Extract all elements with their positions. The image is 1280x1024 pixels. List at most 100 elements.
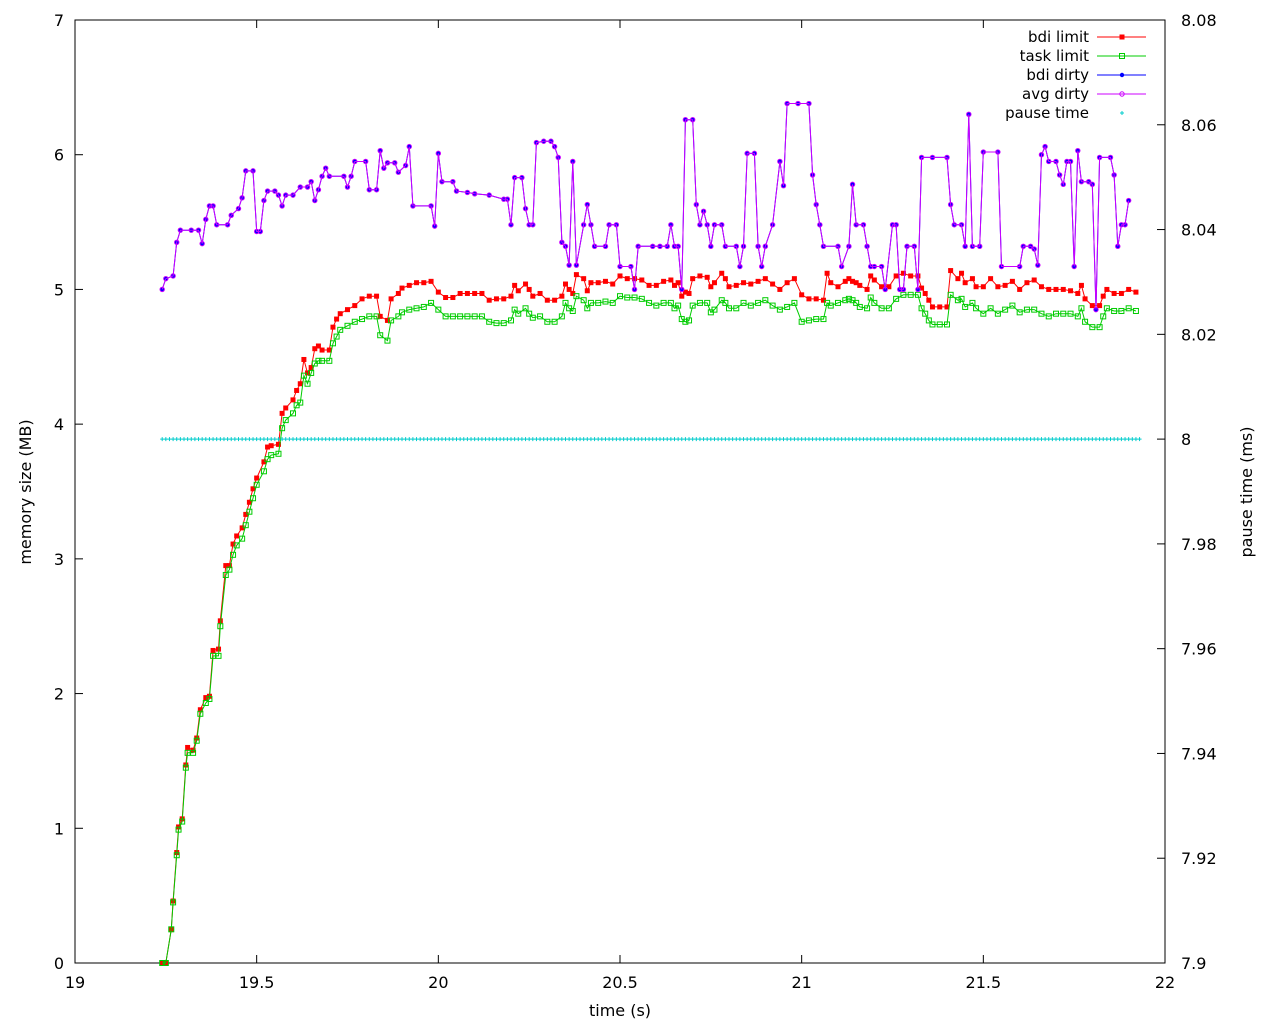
data-point xyxy=(1057,437,1062,442)
data-point xyxy=(160,437,165,442)
data-point xyxy=(1023,306,1030,313)
data-point xyxy=(399,285,405,291)
data-point xyxy=(737,437,742,442)
data-point xyxy=(206,695,213,702)
data-point xyxy=(747,302,754,309)
data-point xyxy=(617,273,623,279)
data-point xyxy=(374,293,380,299)
data-point xyxy=(1017,286,1023,292)
data-point xyxy=(421,437,426,442)
data-point xyxy=(798,318,805,325)
data-point xyxy=(947,201,954,208)
data-point xyxy=(414,280,420,286)
data-point xyxy=(1111,307,1118,314)
data-point xyxy=(744,150,750,157)
data-point xyxy=(327,437,332,442)
data-point xyxy=(178,437,183,442)
data-point xyxy=(1043,437,1048,442)
data-point xyxy=(301,356,307,362)
data-point xyxy=(1038,310,1045,317)
data-point xyxy=(687,437,692,442)
data-point xyxy=(838,263,845,270)
data-point xyxy=(432,437,437,442)
data-point xyxy=(755,243,761,250)
data-point xyxy=(1086,178,1092,185)
data-point xyxy=(479,437,484,442)
data-point xyxy=(464,290,470,296)
data-point xyxy=(173,852,180,859)
data-point xyxy=(458,437,463,442)
data-point xyxy=(653,302,660,309)
data-point xyxy=(215,652,222,659)
data-point xyxy=(1006,437,1011,442)
data-point xyxy=(676,437,681,442)
data-point xyxy=(1118,290,1124,296)
data-point xyxy=(868,437,873,442)
data-point xyxy=(603,437,608,442)
data-point xyxy=(1104,286,1110,292)
data-point xyxy=(719,222,725,228)
data-point xyxy=(1101,437,1106,442)
legend-item-bdi-limit: bdi limit xyxy=(1028,28,1146,46)
data-point xyxy=(755,278,761,284)
data-point xyxy=(1002,282,1008,288)
data-point xyxy=(217,623,224,630)
data-point xyxy=(825,437,830,442)
data-point xyxy=(1027,243,1034,250)
data-point xyxy=(784,100,790,107)
y-tick-label: 2 xyxy=(54,685,64,704)
data-point xyxy=(190,749,197,756)
data-point xyxy=(654,437,659,442)
data-point xyxy=(672,437,677,442)
data-point xyxy=(221,437,226,442)
data-point xyxy=(301,437,306,442)
data-point xyxy=(660,299,667,306)
series-pause-time xyxy=(160,437,1142,442)
data-point xyxy=(275,192,282,198)
data-point xyxy=(595,280,601,286)
data-point xyxy=(367,437,372,442)
data-point xyxy=(646,282,652,288)
legend-label: avg dirty xyxy=(1022,85,1089,103)
data-point xyxy=(689,302,696,309)
data-point xyxy=(406,306,413,313)
data-point xyxy=(312,197,318,204)
data-point xyxy=(1009,302,1016,309)
data-point xyxy=(1100,293,1106,299)
series-avg-dirty xyxy=(159,100,1132,313)
data-point xyxy=(566,262,572,268)
data-point xyxy=(864,305,871,312)
data-point xyxy=(297,184,303,190)
data-point xyxy=(704,274,710,280)
data-point xyxy=(279,203,285,209)
data-point xyxy=(973,284,979,290)
data-point xyxy=(638,295,645,302)
data-point xyxy=(929,304,935,310)
data-point xyxy=(672,282,677,288)
series-line-bdi-dirty xyxy=(161,103,1130,310)
data-point xyxy=(381,165,387,171)
data-point xyxy=(755,299,762,306)
data-point xyxy=(1039,437,1044,442)
data-point xyxy=(319,173,325,179)
data-point xyxy=(217,618,223,624)
data-point xyxy=(854,437,859,442)
data-point xyxy=(711,280,717,286)
data-point xyxy=(635,243,641,250)
data-point xyxy=(395,313,402,320)
data-point xyxy=(243,437,248,442)
data-point xyxy=(573,262,580,268)
data-point xyxy=(632,276,638,282)
y2-tick-label: 8.04 xyxy=(1181,221,1217,240)
data-point xyxy=(867,294,874,301)
plot-frame xyxy=(74,19,1166,964)
data-point xyxy=(290,192,296,198)
data-point xyxy=(999,437,1004,442)
x-tick-label: 21.5 xyxy=(966,973,1002,992)
data-point xyxy=(828,437,833,442)
data-point xyxy=(618,437,622,442)
data-point xyxy=(1060,286,1066,292)
series-task-limit xyxy=(159,291,1139,966)
data-point xyxy=(436,437,441,442)
data-point xyxy=(711,306,718,313)
